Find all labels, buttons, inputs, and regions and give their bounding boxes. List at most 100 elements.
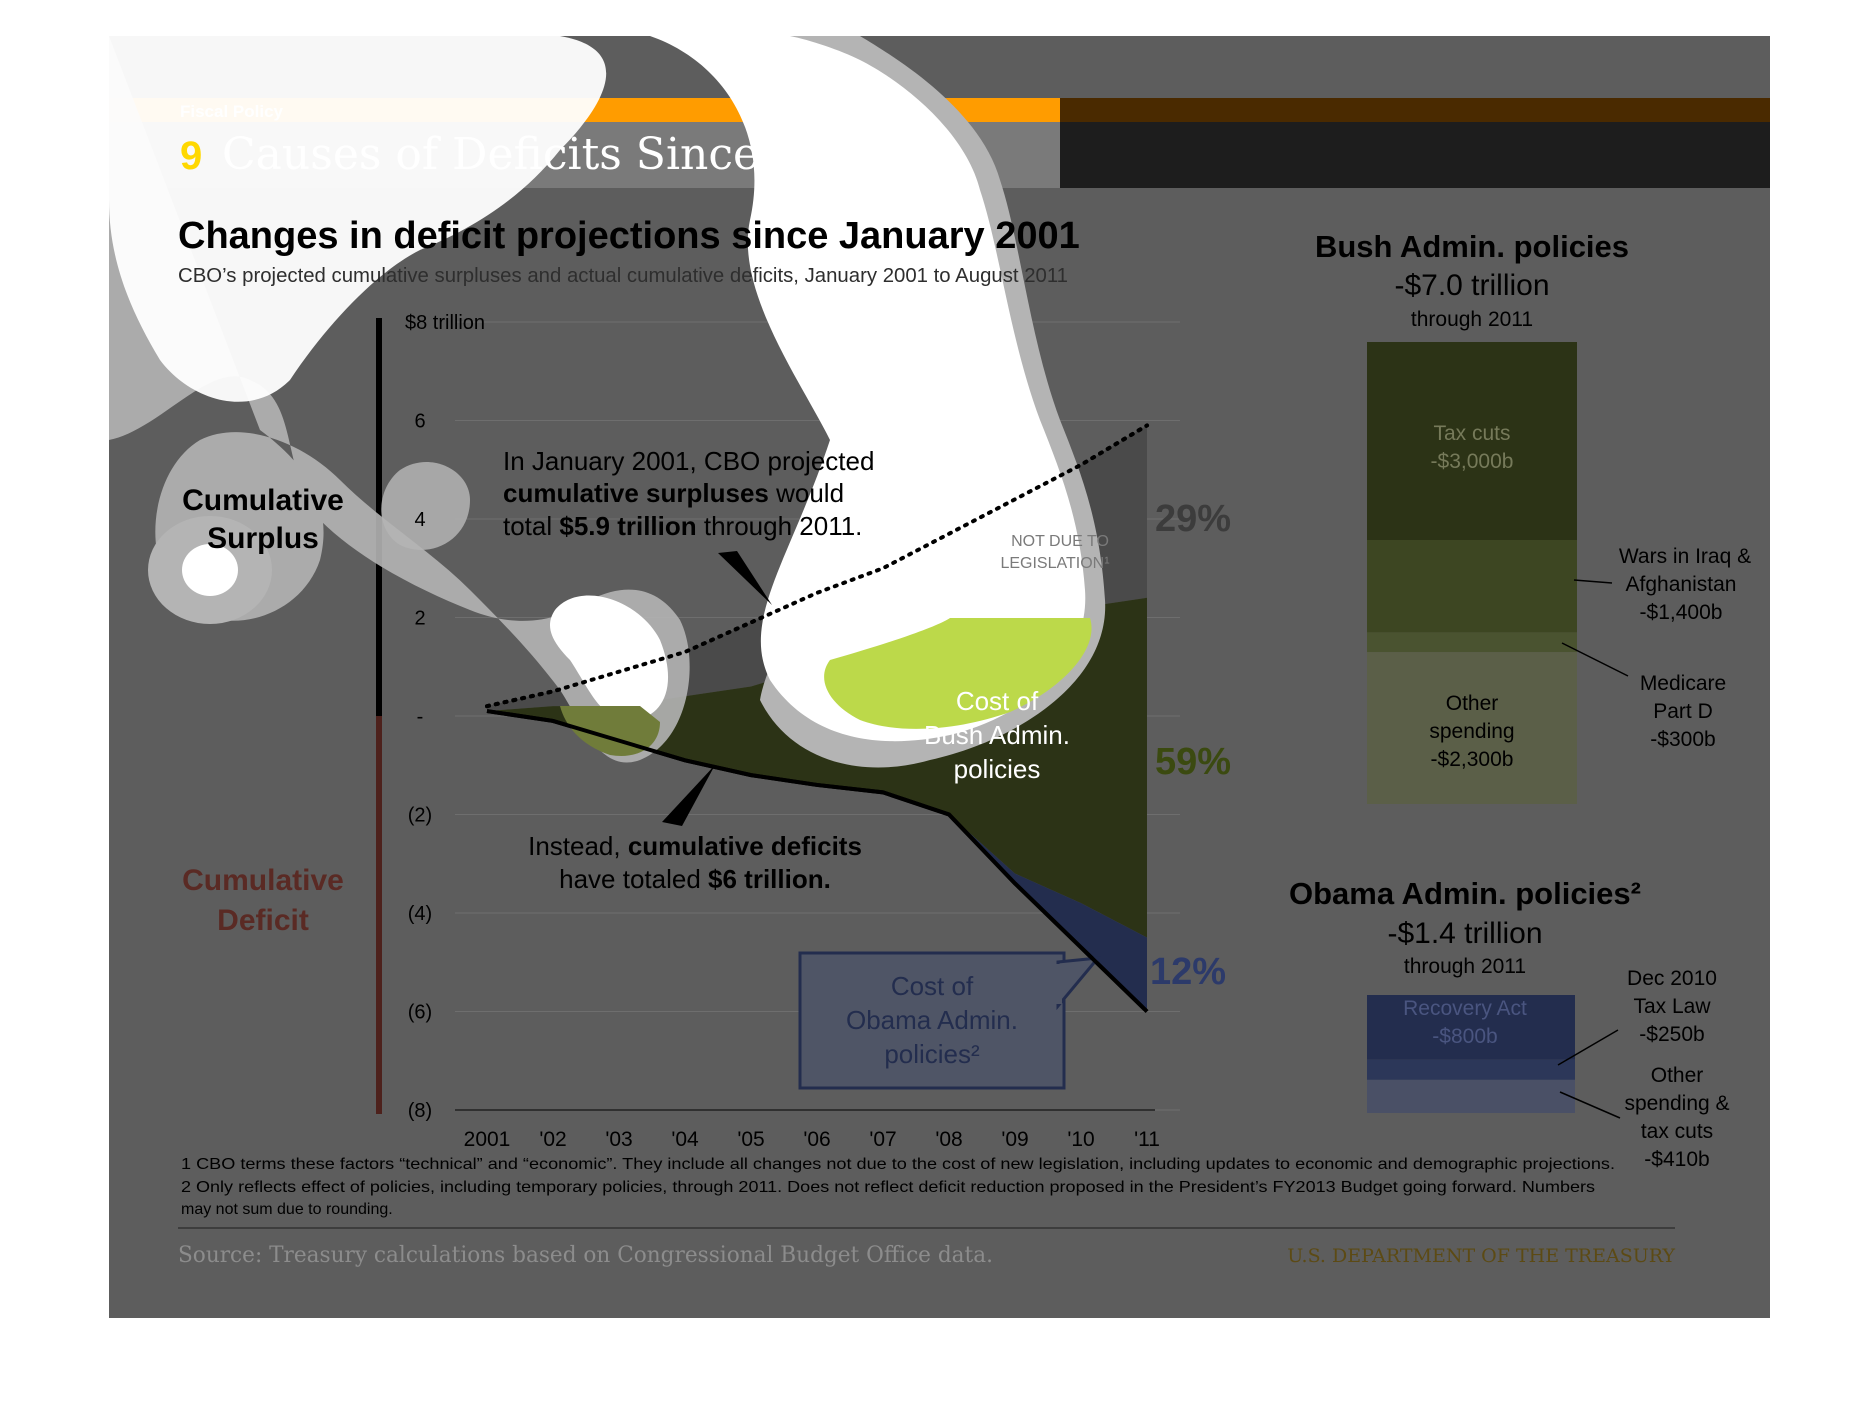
- footnote-2-line2: may not sum due to rounding.: [181, 1201, 393, 1218]
- bush-medicare-value: -$300b: [1650, 728, 1715, 751]
- obama-other-label-3: tax cuts: [1641, 1120, 1713, 1143]
- bar-segment: [1367, 540, 1577, 633]
- series-line-projected-overlay: [485, 423, 1149, 709]
- bush-panel-period: through 2011: [1411, 308, 1533, 331]
- obama-tax-law-leader: [1557, 1029, 1619, 1066]
- obama-callout-box: [798, 951, 1066, 1090]
- x-tick-label: '03: [605, 1128, 632, 1151]
- footnote-2-line1: 2 Only reflects effect of policies, incl…: [181, 1179, 1595, 1196]
- bar-segment: [1367, 632, 1577, 653]
- x-tick-label: '11: [1134, 1128, 1160, 1151]
- bush-stacked-bar: [1367, 342, 1577, 804]
- bush-tax-cuts-value: -$3,000b: [1431, 450, 1514, 473]
- x-tick-label: '07: [869, 1128, 896, 1151]
- obama-tax-law-value: -$250b: [1639, 1023, 1704, 1046]
- deficit-label-1: Cumulative: [182, 864, 344, 897]
- annotation-projection-pointer: [718, 551, 772, 605]
- y-tick-label: (8): [408, 1100, 432, 1122]
- obama-recovery-value: -$800b: [1432, 1025, 1497, 1048]
- bush-cost-label-2: Bush Admin.: [924, 720, 1070, 750]
- y-tick-label: -: [417, 706, 424, 728]
- obama-tax-law-label-1: Dec 2010: [1627, 967, 1717, 990]
- pct-obama: 12%: [1150, 951, 1226, 993]
- bush-wars-value: -$1,400b: [1640, 601, 1723, 624]
- bush-medicare-label-2: Part D: [1653, 700, 1713, 723]
- bar-segment: [1367, 342, 1577, 540]
- obama-other-value: -$410b: [1644, 1148, 1709, 1171]
- annotation-actual-line2: have totaled $6 trillion.: [559, 864, 831, 894]
- x-tick-label: '04: [671, 1128, 699, 1151]
- bush-medicare-leader: [1561, 642, 1629, 677]
- pct-not-legislation: 29%: [1155, 498, 1231, 540]
- not-legislation-label-1: NOT DUE TO: [1011, 533, 1109, 550]
- obama-panel-total: -$1.4 trillion: [1387, 917, 1542, 950]
- slide-number: 9: [180, 134, 202, 178]
- y-tick-label: 2: [414, 608, 425, 630]
- obama-tax-law-label-2: Tax Law: [1633, 995, 1711, 1018]
- annotation-projection-line3: total $5.9 trillion through 2011.: [503, 511, 862, 541]
- bar-segment: [1367, 1079, 1575, 1113]
- bush-wars-label-1: Wars in Iraq &: [1619, 545, 1751, 568]
- chart-foreground: [485, 423, 1149, 1013]
- y-tick-label: 4: [414, 509, 425, 531]
- footnote-1: 1 CBO terms these factors “technical” an…: [181, 1156, 1615, 1173]
- obama-panel-title: Obama Admin. policies²: [1289, 876, 1641, 911]
- obama-other-leader: [1559, 1091, 1621, 1119]
- highlight-bush-area: [824, 618, 1092, 729]
- obama-panel-period: through 2011: [1404, 955, 1526, 978]
- annotation-actual-pointer: [662, 765, 715, 826]
- pct-bush: 59%: [1155, 741, 1231, 783]
- not-legislation-label-2: LEGISLATION¹: [1000, 555, 1109, 572]
- x-tick-label: '09: [1001, 1128, 1028, 1151]
- y-tick-label: 6: [414, 411, 425, 433]
- slide-title: Causes of Deficits Since 2001: [222, 129, 885, 180]
- obama-other-label-1: Other: [1651, 1064, 1704, 1087]
- annotation-projection-line1: In January 2001, CBO projected: [503, 446, 874, 476]
- obama-callout-pointer-mask: [1054, 964, 1062, 1004]
- bush-other-value: -$2,300b: [1431, 748, 1514, 771]
- obama-stacked-bar: [1367, 995, 1575, 1113]
- bush-panel-title: Bush Admin. policies: [1315, 229, 1629, 264]
- bush-wars-leader: [1573, 579, 1613, 584]
- bush-other-label-1: Other: [1446, 692, 1499, 715]
- bush-cost-label-3: policies: [954, 754, 1041, 784]
- surplus-label-2: Surplus: [207, 522, 319, 555]
- obama-cost-label-2: Obama Admin.: [846, 1005, 1018, 1035]
- series-line-actual-overlay: [486, 709, 1149, 1013]
- annotation-actual-line1: Instead, cumulative deficits: [528, 831, 862, 861]
- obama-cost-label-3: policies²: [884, 1039, 980, 1069]
- x-tick-label: '08: [935, 1128, 962, 1151]
- obama-recovery-label: Recovery Act: [1403, 997, 1527, 1020]
- bush-wars-label-2: Afghanistan: [1626, 573, 1737, 596]
- chart-subtitle: CBO’s projected cumulative surpluses and…: [178, 265, 1068, 287]
- section-label: Fiscal Policy: [180, 102, 284, 121]
- y-tick-label: (6): [408, 1002, 432, 1024]
- obama-cost-label-1: Cost of: [891, 971, 974, 1001]
- bush-tax-cuts-label: Tax cuts: [1433, 422, 1510, 445]
- agency-name: U.S. DEPARTMENT OF THE TREASURY: [1287, 1245, 1675, 1267]
- x-tick-label: 2001: [464, 1128, 511, 1151]
- deficit-label-2: Deficit: [217, 904, 309, 937]
- x-tick-label: '10: [1067, 1128, 1094, 1151]
- bar-segment: [1367, 1059, 1575, 1080]
- obama-other-label-2: spending &: [1624, 1092, 1729, 1115]
- bar-segment: [1367, 652, 1577, 804]
- chart-title: Changes in deficit projections since Jan…: [178, 215, 1080, 257]
- y-tick-label: (4): [408, 903, 432, 925]
- surplus-label-1: Cumulative: [182, 484, 344, 517]
- x-tick-label: '06: [803, 1128, 830, 1151]
- x-axis-ticks: 2001 '02 '03 '04 '05 '06 '07 '08 '09 '10 '11: [464, 1128, 1160, 1151]
- annotation-projection-line2: cumulative surpluses would: [503, 478, 844, 508]
- title-bar-dark: [1060, 122, 1770, 188]
- deficit-axis-bar: [376, 716, 382, 1114]
- bush-other-label-2: spending: [1429, 720, 1514, 743]
- bar-segment: [1367, 995, 1575, 1060]
- x-tick-label: '02: [539, 1128, 566, 1151]
- bush-medicare-label-1: Medicare: [1640, 672, 1726, 695]
- bush-cost-label-1: Cost of: [956, 686, 1039, 716]
- source-note: Source: Treasury calculations based on C…: [178, 1243, 993, 1268]
- bush-panel-total: -$7.0 trillion: [1394, 269, 1549, 302]
- cloud-overlay: [109, 36, 1106, 768]
- y-tick-label: $8 trillion: [405, 312, 485, 334]
